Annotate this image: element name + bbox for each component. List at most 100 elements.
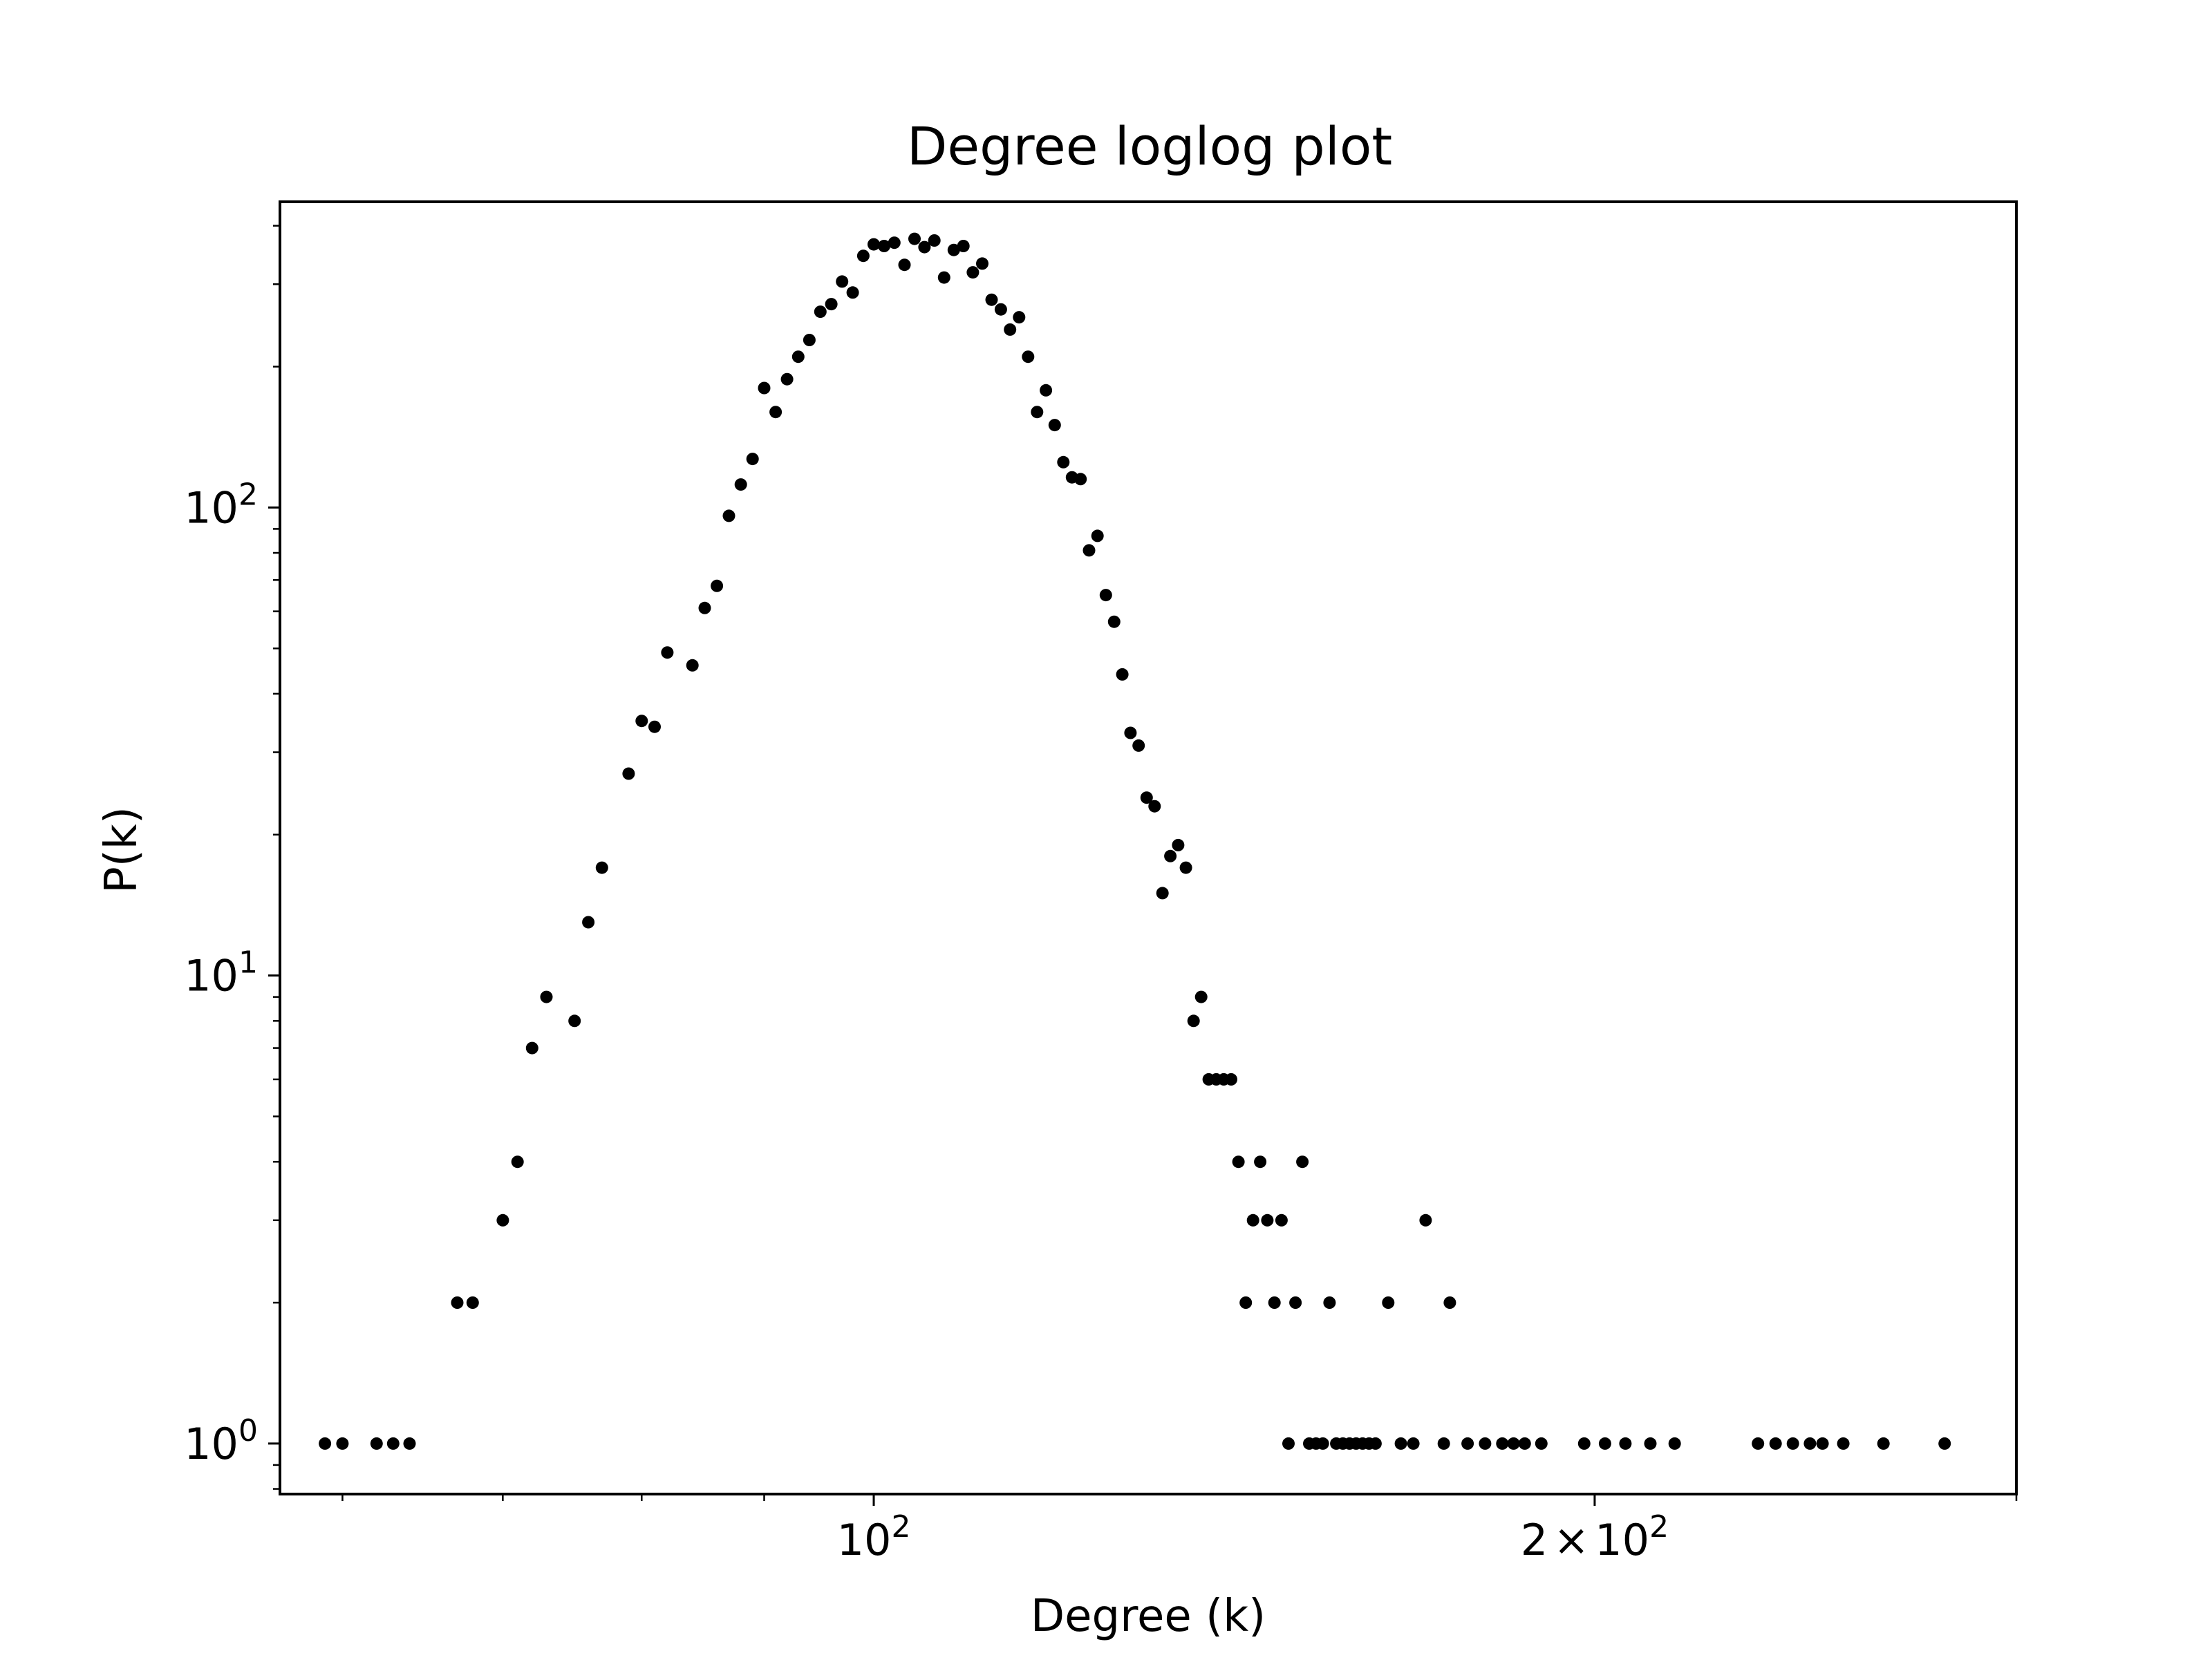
data-point bbox=[966, 266, 980, 279]
data-point bbox=[1752, 1437, 1765, 1450]
data-point bbox=[856, 249, 870, 263]
data-point bbox=[1124, 726, 1137, 739]
data-point bbox=[1437, 1437, 1450, 1450]
data-point bbox=[846, 286, 859, 299]
data-point bbox=[1004, 323, 1017, 336]
y-tick-base: 10 bbox=[184, 482, 238, 533]
data-point bbox=[985, 293, 998, 306]
data-point bbox=[1289, 1296, 1302, 1309]
data-point bbox=[1132, 739, 1145, 752]
y-tick-base: 10 bbox=[184, 1419, 238, 1469]
data-point bbox=[1099, 589, 1112, 602]
data-point bbox=[1837, 1437, 1850, 1450]
x-tick-base: 10 bbox=[837, 1515, 892, 1565]
data-point bbox=[386, 1437, 400, 1450]
y-tick-base: 10 bbox=[184, 951, 238, 1001]
data-point bbox=[888, 236, 901, 249]
data-point bbox=[1074, 473, 1087, 486]
data-point bbox=[622, 767, 635, 780]
data-point bbox=[1048, 419, 1061, 432]
data-point bbox=[908, 232, 921, 245]
data-point bbox=[878, 240, 890, 252]
data-point bbox=[803, 334, 816, 346]
data-point bbox=[1268, 1296, 1281, 1309]
y-tick-label: 101 bbox=[184, 945, 258, 1001]
data-point bbox=[511, 1155, 524, 1169]
data-point bbox=[1156, 887, 1169, 900]
data-point bbox=[868, 238, 880, 251]
data-point bbox=[1644, 1437, 1657, 1450]
data-point bbox=[336, 1437, 349, 1450]
x-axis-label: Degree (k) bbox=[1031, 1591, 1266, 1642]
data-point bbox=[734, 478, 747, 491]
data-point bbox=[648, 720, 661, 733]
data-point bbox=[568, 1014, 581, 1028]
data-point bbox=[1598, 1437, 1611, 1450]
data-point bbox=[582, 916, 595, 929]
data-point bbox=[451, 1296, 464, 1309]
data-point bbox=[1013, 311, 1026, 324]
data-point bbox=[1496, 1437, 1509, 1450]
data-point bbox=[1316, 1437, 1329, 1450]
data-point bbox=[1194, 990, 1208, 1003]
data-point bbox=[711, 579, 724, 592]
data-point bbox=[1443, 1296, 1456, 1309]
data-point bbox=[370, 1437, 383, 1450]
data-point bbox=[1172, 838, 1185, 851]
data-point bbox=[403, 1437, 416, 1450]
data-point bbox=[780, 372, 794, 386]
x-tick-label: 2 × 102 bbox=[1521, 1509, 1669, 1565]
data-point bbox=[1246, 1214, 1259, 1227]
data-point bbox=[825, 298, 838, 311]
data-point bbox=[1296, 1155, 1309, 1169]
data-point bbox=[1057, 455, 1070, 469]
data-point bbox=[595, 861, 608, 874]
x-tick-exponent: 2 bbox=[1649, 1509, 1669, 1545]
data-point bbox=[947, 243, 960, 256]
x-tick-base: 10 bbox=[1595, 1515, 1649, 1565]
data-point bbox=[1082, 544, 1096, 557]
data-point bbox=[1382, 1296, 1395, 1309]
data-point bbox=[1394, 1437, 1407, 1450]
data-point bbox=[1107, 615, 1121, 628]
data-point bbox=[319, 1437, 332, 1450]
data-point bbox=[1407, 1437, 1420, 1450]
data-point bbox=[1148, 800, 1161, 813]
data-point bbox=[1803, 1437, 1817, 1450]
data-point bbox=[746, 453, 759, 466]
data-point bbox=[898, 258, 911, 272]
data-point bbox=[976, 257, 988, 270]
data-point bbox=[1507, 1437, 1520, 1450]
plot-frame bbox=[279, 200, 2018, 1495]
data-point bbox=[1619, 1437, 1632, 1450]
data-points bbox=[319, 232, 1951, 1450]
data-point bbox=[814, 305, 827, 319]
data-point bbox=[1419, 1214, 1432, 1227]
data-point bbox=[635, 715, 648, 728]
data-point bbox=[758, 381, 771, 395]
data-point bbox=[686, 659, 699, 672]
data-point bbox=[1179, 861, 1192, 874]
data-point bbox=[661, 646, 674, 659]
data-point bbox=[1769, 1437, 1782, 1450]
data-point bbox=[836, 275, 849, 288]
data-point bbox=[466, 1296, 479, 1309]
data-point bbox=[1031, 406, 1044, 419]
data-point bbox=[1461, 1437, 1474, 1450]
x-tick-mantissa: 2 bbox=[1521, 1515, 1548, 1565]
data-point bbox=[1816, 1437, 1829, 1450]
data-point bbox=[994, 303, 1007, 316]
data-point bbox=[1786, 1437, 1799, 1450]
data-point bbox=[1040, 384, 1053, 397]
data-point bbox=[1261, 1214, 1274, 1227]
x-tick-label: 102 bbox=[837, 1509, 911, 1565]
x-tick-times: × bbox=[1553, 1515, 1589, 1565]
data-point bbox=[1877, 1437, 1890, 1450]
data-point bbox=[1239, 1296, 1253, 1309]
x-axis-ticks: 102 2 × 102 bbox=[341, 1494, 2018, 1565]
data-point bbox=[1232, 1155, 1245, 1169]
data-point bbox=[1282, 1437, 1295, 1450]
data-point bbox=[1369, 1437, 1382, 1450]
